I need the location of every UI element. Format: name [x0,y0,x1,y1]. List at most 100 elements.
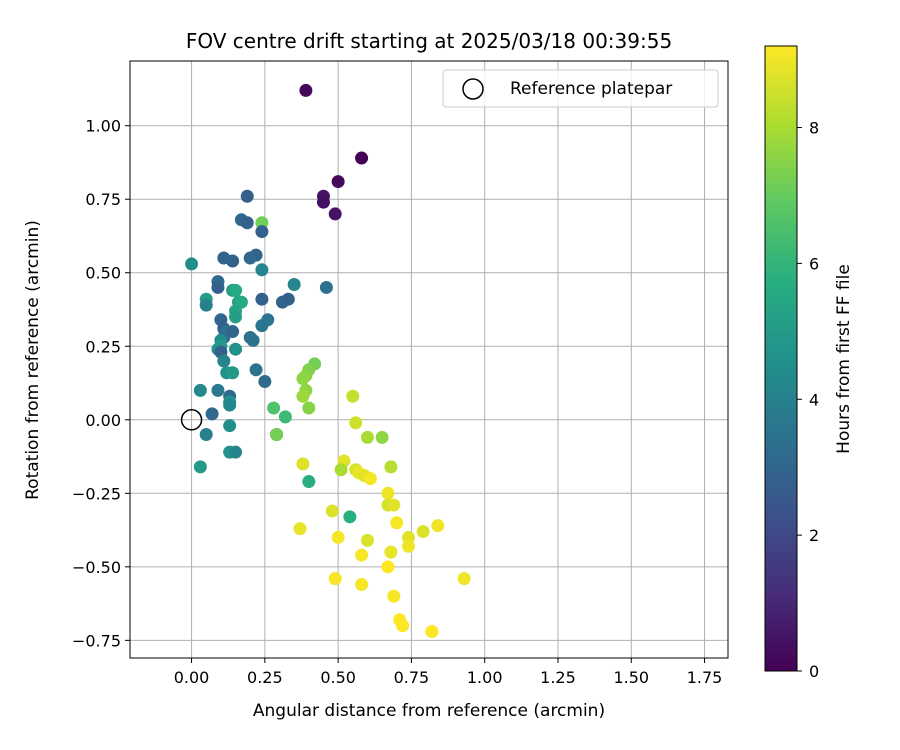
data-point [328,572,342,586]
data-point [255,292,269,306]
data-point [229,342,243,356]
data-point [229,310,243,324]
data-point [199,298,213,312]
data-point [255,263,269,277]
data-point [387,589,401,603]
colorbar-frame [764,45,798,672]
colorbar-gradient [765,46,797,671]
y-tick-label: 0.75 [85,190,121,209]
data-point [240,189,254,203]
data-point [384,545,398,559]
data-point [193,383,207,397]
data-point [390,516,404,530]
data-point [226,366,240,380]
y-tick-label: 0.00 [85,411,121,430]
data-point [293,522,307,536]
data-point [416,525,430,539]
data-point [296,457,310,471]
data-point [199,427,213,441]
data-point [331,530,345,544]
data-point [343,510,357,524]
data-point [384,460,398,474]
data-point [229,445,243,459]
x-tick-label: 0.25 [247,668,283,687]
data-point [457,572,471,586]
data-point [302,475,316,489]
x-tick-label: 1.50 [613,668,649,687]
data-point [255,225,269,239]
data-point [299,83,313,97]
y-tick-label: 0.50 [85,264,121,283]
data-point [381,560,395,574]
data-point [270,427,284,441]
y-tick-label: 0.25 [85,337,121,356]
x-tick-label: 0.75 [394,668,430,687]
data-point [211,280,225,294]
data-point [346,389,360,403]
y-axis-ticks: −0.75 −0.50 −0.25 0.00 0.25 0.50 0.75 1.00 [72,117,130,650]
data-point [331,175,345,189]
colorbar-tick-label: 0 [809,662,819,681]
legend-box [442,69,719,108]
colorbar-label: Hours from first FF file [834,264,854,454]
data-point [316,195,330,209]
colorbar-ticks: 0 2 4 6 8 [797,119,819,681]
data-point [223,398,237,412]
data-point [296,389,310,403]
y-tick-label: −0.50 [72,558,121,577]
data-point [296,372,310,386]
data-point [267,401,281,415]
plot-frame [129,60,729,659]
chart-title: FOV centre drift starting at 2025/03/18 … [186,29,672,53]
x-tick-label: 0.50 [320,668,356,687]
y-axis-label: Rotation from reference (arcmin) [23,220,43,500]
colorbar-tick-label: 8 [809,119,819,138]
data-point [211,383,225,397]
data-point [229,283,243,297]
data-point [355,151,369,165]
colorbar-tick-label: 2 [809,526,819,545]
colorbar-tick-label: 6 [809,254,819,273]
data-point [425,625,439,639]
data-point [243,251,257,265]
x-axis-ticks: 0.00 0.25 0.50 0.75 1.00 1.25 1.50 1.75 [174,658,723,687]
data-point [193,460,207,474]
data-point [281,292,295,306]
x-tick-label: 1.00 [467,668,503,687]
x-tick-label: 1.25 [540,668,576,687]
y-tick-label: −0.75 [72,631,121,650]
y-tick-label: 1.00 [85,117,121,136]
data-point [355,548,369,562]
data-point [325,504,339,518]
data-point [278,410,292,424]
data-point [205,407,219,421]
data-point [396,619,410,633]
data-point [349,416,363,430]
colorbar: 0 2 4 6 8 Hours from first FF file [764,45,854,681]
x-axis-label: Angular distance from reference (arcmin) [253,701,605,721]
data-point [185,257,199,271]
data-point [360,533,374,547]
data-point [302,401,316,415]
data-point [381,486,395,500]
data-point [255,319,269,333]
data-point [387,498,401,512]
data-point [319,280,333,294]
data-point [240,216,254,230]
data-point [355,577,369,591]
data-point [223,419,237,433]
data-point [287,278,301,292]
data-point [249,363,263,377]
data-point [401,539,415,553]
data-point [258,375,272,389]
scatter-points [185,83,471,639]
x-tick-label: 1.75 [687,668,723,687]
data-point [375,430,389,444]
data-point [363,472,377,486]
data-point [334,463,348,477]
data-point [226,254,240,268]
data-point [360,430,374,444]
y-tick-label: −0.25 [72,484,121,503]
colorbar-tick-label: 4 [809,390,819,409]
